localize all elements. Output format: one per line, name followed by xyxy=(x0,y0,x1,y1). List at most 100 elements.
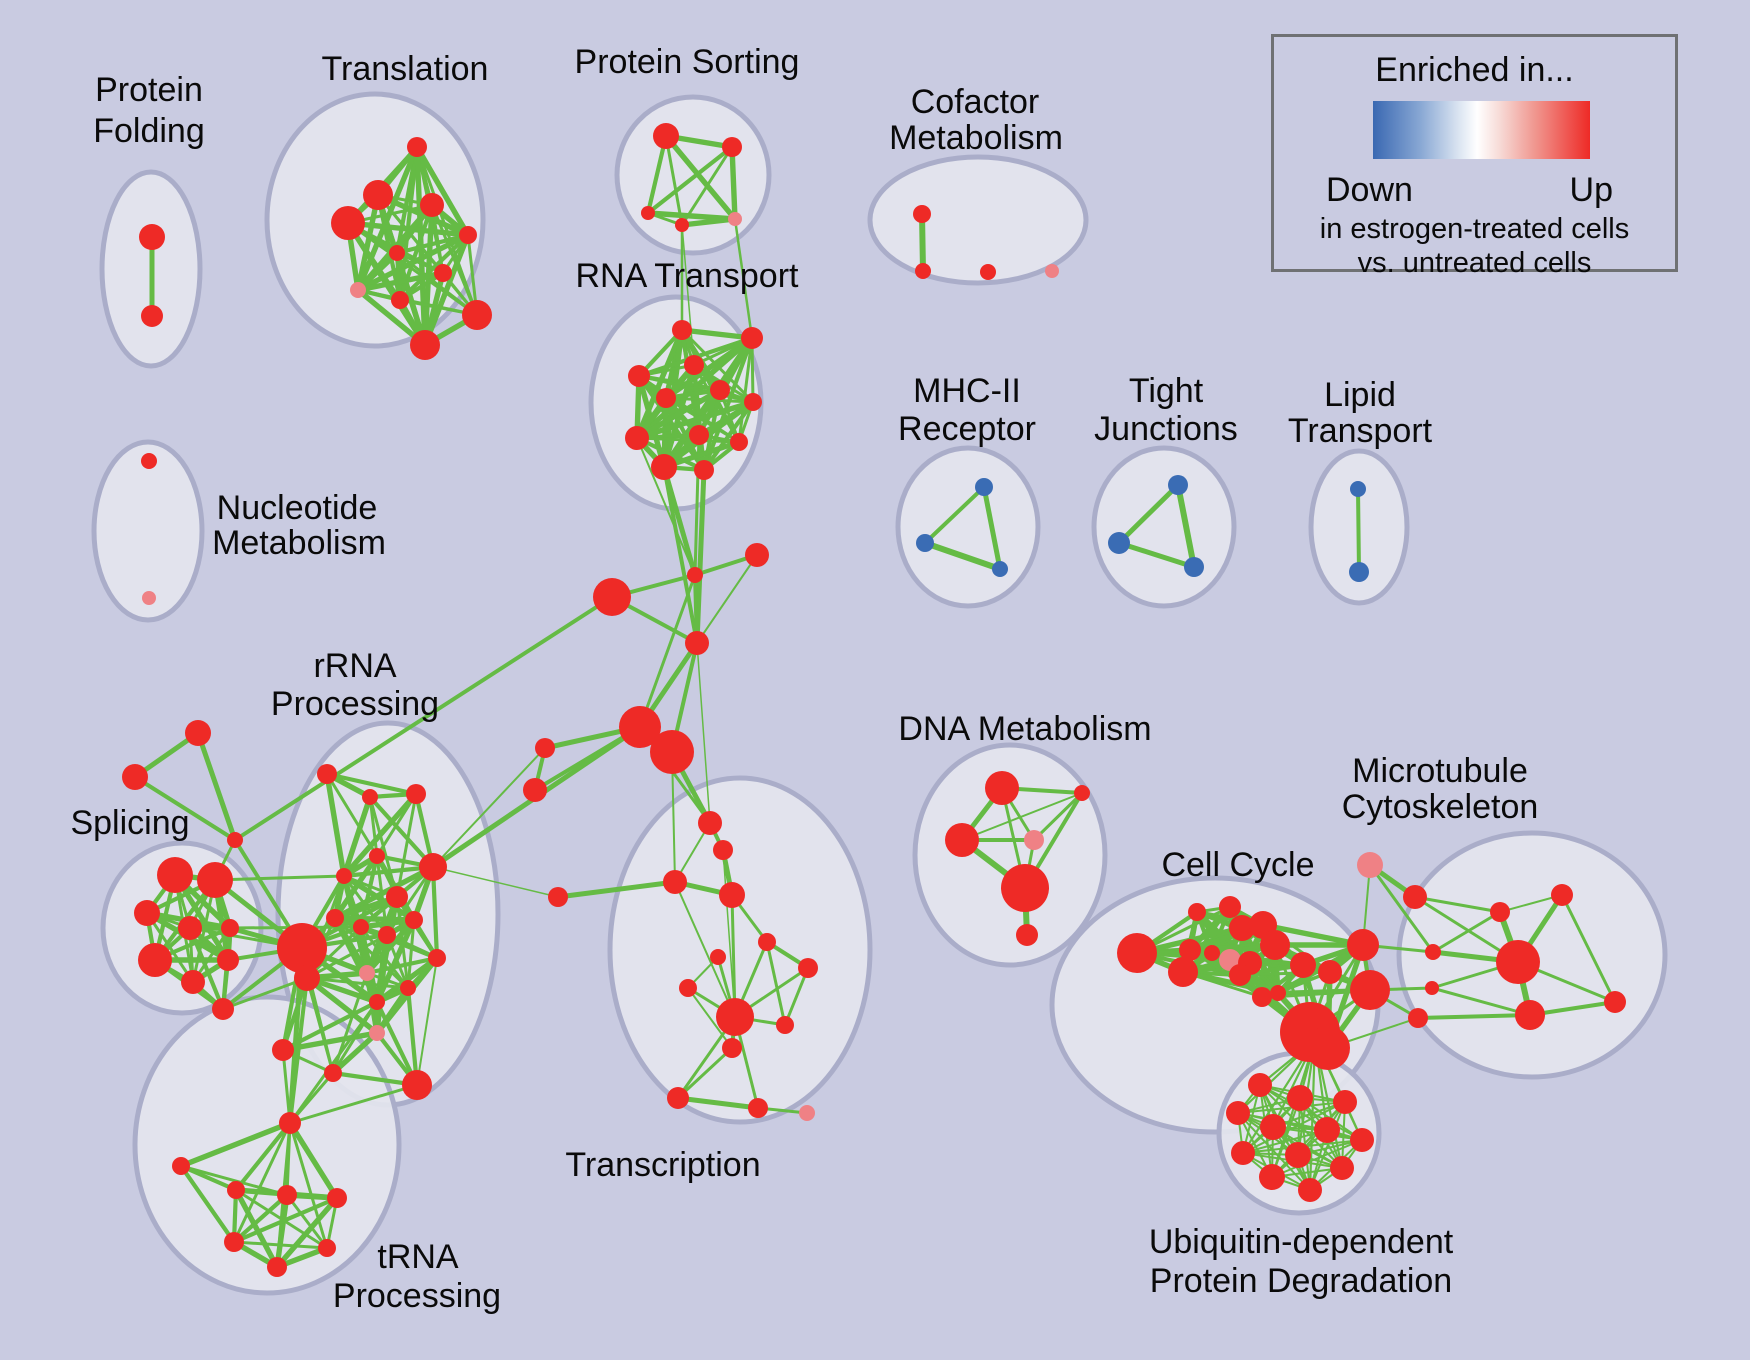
node-connectors[interactable] xyxy=(650,730,694,774)
node-cell-cycle[interactable] xyxy=(1318,960,1342,984)
node-cell-cycle[interactable] xyxy=(1347,929,1379,961)
node-connectors[interactable] xyxy=(745,543,769,567)
node-transcription[interactable] xyxy=(758,933,776,951)
node-rrna-processing[interactable] xyxy=(359,965,375,981)
node-translation[interactable] xyxy=(407,137,427,157)
node-lipid-transport[interactable] xyxy=(1350,481,1366,497)
node-rrna-processing[interactable] xyxy=(272,1039,294,1061)
node-cofactor-metabolism[interactable] xyxy=(913,205,931,223)
node-rrna-processing[interactable] xyxy=(369,994,385,1010)
node-transcription[interactable] xyxy=(716,998,754,1036)
node-rrna-processing[interactable] xyxy=(324,1064,342,1082)
node-cell-cycle[interactable] xyxy=(1252,987,1272,1007)
node-microtubule-cytoskeleton[interactable] xyxy=(1425,981,1439,995)
node-rna-transport[interactable] xyxy=(684,355,704,375)
node-ubiquitin-degradation[interactable] xyxy=(1259,1164,1285,1190)
node-cell-cycle[interactable] xyxy=(1204,945,1220,961)
node-translation[interactable] xyxy=(389,245,405,261)
node-connectors[interactable] xyxy=(523,778,547,802)
node-cell-cycle[interactable] xyxy=(1229,964,1251,986)
node-transcription[interactable] xyxy=(679,979,697,997)
node-cell-cycle[interactable] xyxy=(1229,915,1255,941)
node-translation[interactable] xyxy=(459,226,477,244)
node-trna-processing[interactable] xyxy=(277,1185,297,1205)
node-cell-cycle[interactable] xyxy=(1179,939,1201,961)
node-rrna-processing[interactable] xyxy=(362,789,378,805)
node-cofactor-metabolism[interactable] xyxy=(980,264,996,280)
node-ubiquitin-degradation[interactable] xyxy=(1248,1073,1272,1097)
node-microtubule-cytoskeleton[interactable] xyxy=(1496,940,1540,984)
node-trna-processing[interactable] xyxy=(279,1112,301,1134)
node-rna-transport[interactable] xyxy=(628,365,650,387)
node-connectors[interactable] xyxy=(685,631,709,655)
node-microtubule-cytoskeleton[interactable] xyxy=(1604,991,1626,1013)
node-translation[interactable] xyxy=(420,193,444,217)
node-rrna-processing[interactable] xyxy=(369,1025,385,1041)
node-cell-cycle[interactable] xyxy=(1350,970,1390,1010)
node-rrna-processing[interactable] xyxy=(317,764,337,784)
node-mhc-ii-receptor[interactable] xyxy=(916,534,934,552)
node-connectors[interactable] xyxy=(227,832,243,848)
node-rrna-processing[interactable] xyxy=(336,868,352,884)
node-rrna-processing[interactable] xyxy=(326,909,344,927)
node-cell-cycle[interactable] xyxy=(1188,903,1206,921)
node-translation[interactable] xyxy=(391,291,409,309)
node-rrna-processing[interactable] xyxy=(353,919,369,935)
node-transcription[interactable] xyxy=(722,1038,742,1058)
node-rna-transport[interactable] xyxy=(689,425,709,445)
node-cell-cycle[interactable] xyxy=(1168,957,1198,987)
node-tight-junctions[interactable] xyxy=(1168,475,1188,495)
node-splicing[interactable] xyxy=(212,998,234,1020)
node-cell-cycle[interactable] xyxy=(1117,933,1157,973)
node-mhc-ii-receptor[interactable] xyxy=(992,561,1008,577)
node-transcription[interactable] xyxy=(776,1016,794,1034)
node-cell-cycle[interactable] xyxy=(1290,952,1316,978)
node-splicing[interactable] xyxy=(197,862,233,898)
node-dna-metabolism[interactable] xyxy=(1001,864,1049,912)
node-ubiquitin-degradation[interactable] xyxy=(1298,1178,1322,1202)
node-microtubule-cytoskeleton[interactable] xyxy=(1425,944,1441,960)
node-cell-cycle[interactable] xyxy=(1306,1026,1350,1070)
node-protein-sorting[interactable] xyxy=(722,137,742,157)
node-trna-processing[interactable] xyxy=(227,1181,245,1199)
node-rna-transport[interactable] xyxy=(672,320,692,340)
node-ubiquitin-degradation[interactable] xyxy=(1330,1156,1354,1180)
node-splicing[interactable] xyxy=(221,919,239,937)
node-connectors[interactable] xyxy=(593,578,631,616)
node-rrna-processing[interactable] xyxy=(406,784,426,804)
node-ubiquitin-degradation[interactable] xyxy=(1333,1090,1357,1114)
node-rrna-processing[interactable] xyxy=(378,926,396,944)
node-transcription[interactable] xyxy=(710,949,726,965)
node-dna-metabolism[interactable] xyxy=(1016,924,1038,946)
node-trna-processing[interactable] xyxy=(172,1157,190,1175)
node-ubiquitin-degradation[interactable] xyxy=(1314,1117,1340,1143)
node-rrna-processing[interactable] xyxy=(402,1070,432,1100)
node-rna-transport[interactable] xyxy=(656,388,676,408)
node-transcription[interactable] xyxy=(748,1098,768,1118)
node-ubiquitin-degradation[interactable] xyxy=(1350,1128,1374,1152)
node-microtubule-cytoskeleton[interactable] xyxy=(1515,1000,1545,1030)
node-rrna-processing[interactable] xyxy=(428,949,446,967)
node-rrna-processing[interactable] xyxy=(405,911,423,929)
node-translation[interactable] xyxy=(331,206,365,240)
node-rrna-processing[interactable] xyxy=(419,853,447,881)
node-splicing[interactable] xyxy=(217,949,239,971)
node-trna-processing[interactable] xyxy=(318,1239,336,1257)
node-ubiquitin-degradation[interactable] xyxy=(1287,1085,1313,1111)
node-dna-metabolism[interactable] xyxy=(1074,785,1090,801)
node-ubiquitin-degradation[interactable] xyxy=(1260,1114,1286,1140)
node-transcription[interactable] xyxy=(798,958,818,978)
node-rna-transport[interactable] xyxy=(625,426,649,450)
node-transcription[interactable] xyxy=(698,811,722,835)
node-protein-sorting[interactable] xyxy=(653,123,679,149)
node-transcription[interactable] xyxy=(719,882,745,908)
node-mhc-ii-receptor[interactable] xyxy=(975,478,993,496)
node-splicing[interactable] xyxy=(178,916,202,940)
node-cell-cycle[interactable] xyxy=(1219,896,1241,918)
node-trna-processing[interactable] xyxy=(267,1257,287,1277)
node-transcription[interactable] xyxy=(663,870,687,894)
node-rrna-processing[interactable] xyxy=(369,848,385,864)
node-transcription[interactable] xyxy=(799,1105,815,1121)
node-rna-transport[interactable] xyxy=(694,460,714,480)
node-connectors[interactable] xyxy=(619,706,661,748)
